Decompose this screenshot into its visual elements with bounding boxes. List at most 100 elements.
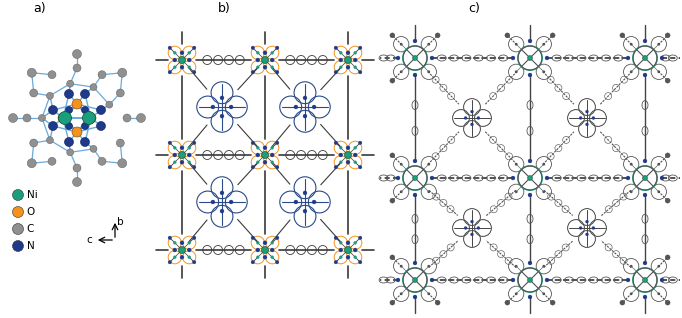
Circle shape xyxy=(180,255,184,259)
Text: c: c xyxy=(86,235,92,245)
Circle shape xyxy=(353,153,357,157)
Circle shape xyxy=(211,200,215,204)
Circle shape xyxy=(276,141,279,145)
Circle shape xyxy=(188,51,191,54)
Circle shape xyxy=(72,127,82,137)
Circle shape xyxy=(657,190,660,193)
Circle shape xyxy=(83,112,95,125)
Circle shape xyxy=(187,248,191,252)
Circle shape xyxy=(192,236,196,240)
Circle shape xyxy=(276,260,279,264)
Circle shape xyxy=(413,176,417,181)
Circle shape xyxy=(263,241,267,245)
Circle shape xyxy=(665,153,670,158)
Circle shape xyxy=(303,191,307,195)
Circle shape xyxy=(528,39,532,43)
Circle shape xyxy=(187,153,191,157)
Circle shape xyxy=(173,256,176,259)
Circle shape xyxy=(390,78,395,83)
Circle shape xyxy=(390,255,395,260)
Circle shape xyxy=(660,176,664,180)
Circle shape xyxy=(471,233,473,236)
Circle shape xyxy=(30,139,38,147)
Circle shape xyxy=(180,65,184,69)
Circle shape xyxy=(527,176,533,181)
Circle shape xyxy=(261,246,269,253)
Circle shape xyxy=(413,278,417,282)
Circle shape xyxy=(256,248,260,252)
Circle shape xyxy=(256,51,259,54)
Circle shape xyxy=(334,70,338,74)
Circle shape xyxy=(511,56,515,60)
Circle shape xyxy=(270,248,274,252)
Circle shape xyxy=(543,163,545,165)
Circle shape xyxy=(80,137,89,147)
Circle shape xyxy=(358,236,362,240)
Circle shape xyxy=(400,190,402,193)
Circle shape xyxy=(400,265,402,267)
Circle shape xyxy=(527,56,533,60)
Circle shape xyxy=(657,293,660,295)
Circle shape xyxy=(428,265,430,267)
Circle shape xyxy=(211,105,215,109)
Circle shape xyxy=(358,46,362,50)
Circle shape xyxy=(192,141,196,145)
Circle shape xyxy=(82,107,89,114)
Circle shape xyxy=(8,114,18,122)
Text: b): b) xyxy=(218,2,231,15)
Circle shape xyxy=(220,191,224,195)
Circle shape xyxy=(179,57,186,64)
Circle shape xyxy=(626,278,630,282)
Circle shape xyxy=(251,70,254,74)
Circle shape xyxy=(344,246,351,253)
Circle shape xyxy=(271,66,273,69)
Circle shape xyxy=(339,146,342,149)
Circle shape xyxy=(263,51,267,55)
Text: c): c) xyxy=(468,2,480,15)
Circle shape xyxy=(65,107,72,114)
Circle shape xyxy=(626,56,630,60)
Circle shape xyxy=(515,163,518,165)
Circle shape xyxy=(173,153,177,157)
Circle shape xyxy=(136,114,145,122)
Circle shape xyxy=(98,157,106,165)
Circle shape xyxy=(339,256,342,259)
Circle shape xyxy=(86,113,96,123)
Circle shape xyxy=(65,122,72,129)
Circle shape xyxy=(354,161,357,164)
Circle shape xyxy=(642,278,647,282)
Circle shape xyxy=(187,58,191,62)
Circle shape xyxy=(543,190,545,193)
Circle shape xyxy=(344,57,351,64)
Circle shape xyxy=(390,198,395,203)
Circle shape xyxy=(353,58,357,62)
Circle shape xyxy=(464,116,467,120)
Circle shape xyxy=(642,176,647,181)
Circle shape xyxy=(188,146,191,149)
Circle shape xyxy=(256,241,259,244)
Circle shape xyxy=(270,58,274,62)
Circle shape xyxy=(630,265,632,267)
Circle shape xyxy=(400,293,402,295)
Circle shape xyxy=(48,121,57,130)
Circle shape xyxy=(390,153,395,158)
Circle shape xyxy=(515,43,518,45)
Circle shape xyxy=(579,116,582,120)
Circle shape xyxy=(27,159,36,168)
Circle shape xyxy=(180,160,184,164)
Circle shape xyxy=(72,50,82,59)
Circle shape xyxy=(96,106,106,114)
Circle shape xyxy=(435,300,440,305)
Circle shape xyxy=(173,241,176,244)
Circle shape xyxy=(179,151,186,158)
Circle shape xyxy=(630,190,632,193)
Circle shape xyxy=(312,105,316,109)
Circle shape xyxy=(98,71,106,79)
Circle shape xyxy=(586,220,589,223)
Circle shape xyxy=(464,226,467,230)
Text: a): a) xyxy=(33,2,46,15)
Circle shape xyxy=(117,139,124,147)
Circle shape xyxy=(118,159,127,168)
Circle shape xyxy=(665,78,670,83)
Circle shape xyxy=(430,278,434,282)
